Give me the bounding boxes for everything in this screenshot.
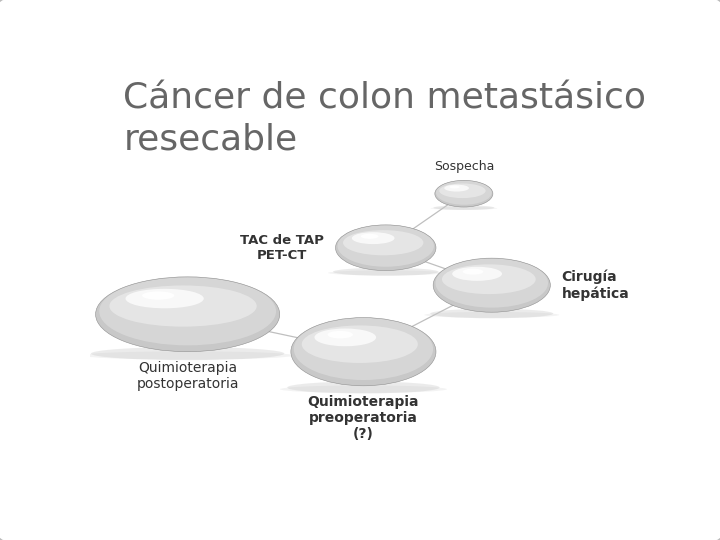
Text: Cáncer de colon metastásico
resecable: Cáncer de colon metastásico resecable [124, 82, 647, 156]
Text: Cirugía
hepática: Cirugía hepática [562, 269, 629, 301]
Ellipse shape [444, 185, 469, 192]
Ellipse shape [302, 326, 418, 363]
Text: TAC de TAP
PET-CT: TAC de TAP PET-CT [240, 234, 324, 262]
Ellipse shape [291, 318, 436, 386]
Text: Quimioterapia
postoperatoria: Quimioterapia postoperatoria [136, 361, 239, 391]
Ellipse shape [463, 269, 483, 275]
Text: Quimioterapia
preoperatoria
(?): Quimioterapia preoperatoria (?) [307, 395, 419, 441]
Ellipse shape [442, 265, 536, 294]
Ellipse shape [433, 258, 550, 312]
Text: Sospecha: Sospecha [433, 160, 494, 173]
Ellipse shape [449, 186, 459, 188]
Ellipse shape [91, 347, 284, 360]
Ellipse shape [99, 277, 276, 346]
Ellipse shape [336, 225, 436, 271]
Ellipse shape [280, 386, 447, 393]
Ellipse shape [343, 230, 423, 255]
Ellipse shape [142, 292, 174, 300]
Ellipse shape [424, 312, 559, 318]
Ellipse shape [431, 207, 498, 210]
Ellipse shape [287, 382, 440, 394]
Ellipse shape [436, 180, 492, 205]
Ellipse shape [338, 225, 434, 267]
Ellipse shape [96, 277, 279, 352]
Ellipse shape [328, 271, 444, 275]
Ellipse shape [352, 232, 395, 244]
Ellipse shape [82, 352, 294, 360]
Ellipse shape [431, 309, 553, 318]
Ellipse shape [315, 328, 376, 346]
Ellipse shape [333, 268, 438, 276]
Ellipse shape [435, 180, 493, 207]
Ellipse shape [439, 184, 485, 198]
Ellipse shape [433, 205, 495, 210]
Ellipse shape [328, 331, 353, 339]
Ellipse shape [436, 259, 548, 308]
Ellipse shape [125, 289, 204, 308]
Ellipse shape [452, 267, 502, 281]
Ellipse shape [109, 286, 257, 327]
Ellipse shape [294, 318, 433, 380]
Ellipse shape [361, 234, 379, 239]
